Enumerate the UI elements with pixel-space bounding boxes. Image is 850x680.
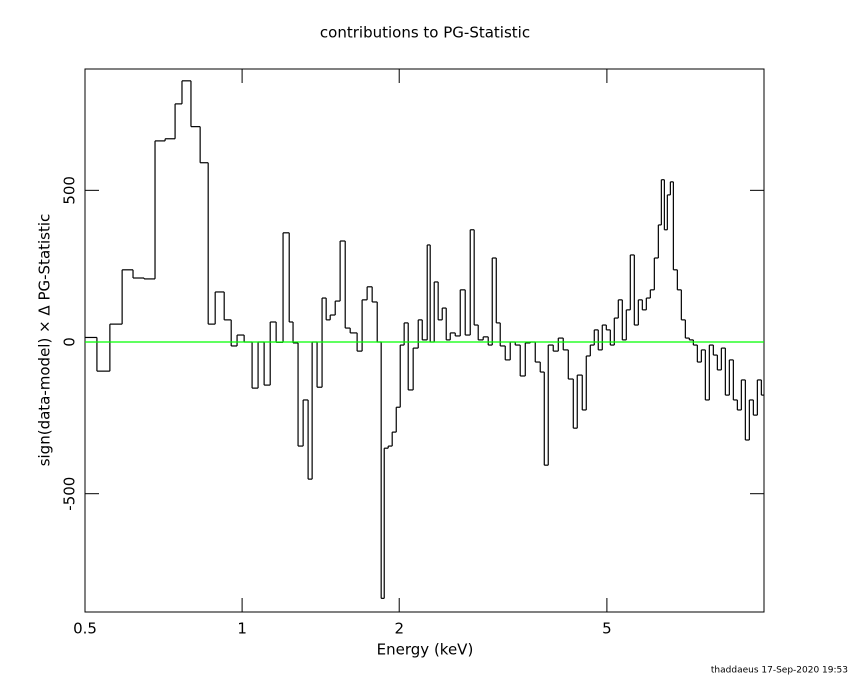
footer: thaddaeus 17-Sep-2020 19:53 xyxy=(711,666,848,676)
y-tick-label: 0 xyxy=(61,337,79,347)
x-tick-label: 2 xyxy=(394,620,404,638)
plot-frame xyxy=(84,68,765,613)
y-tick-label: -500 xyxy=(61,477,79,511)
x-tick-label: 0.5 xyxy=(73,620,97,638)
y-tick-label: 500 xyxy=(61,176,79,205)
x-axis-label: Energy (keV) xyxy=(377,641,474,659)
x-tick-label: 5 xyxy=(602,620,612,638)
chart-title: contributions to PG-Statistic xyxy=(320,24,530,42)
y-axis-label: sign(data-model) × Δ PG-Statistic xyxy=(36,214,54,467)
x-tick-label: 1 xyxy=(237,620,247,638)
